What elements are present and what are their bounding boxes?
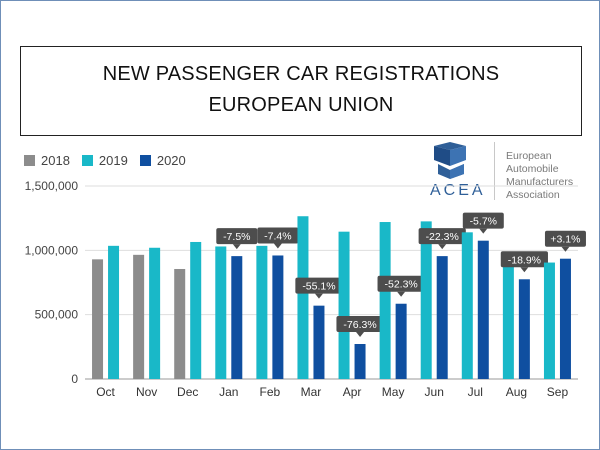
bar-2019-oct xyxy=(108,245,120,379)
x-tick-label: Jul xyxy=(468,385,483,399)
legend-swatch-2019 xyxy=(81,154,93,166)
bar-2020-may xyxy=(395,303,407,379)
change-label-bg xyxy=(295,277,343,294)
bar-2020-mar xyxy=(313,305,325,379)
legend-label-2019: 2019 xyxy=(98,152,128,168)
y-tick-label: 1,000,000 xyxy=(25,243,79,257)
legend-label-2020: 2020 xyxy=(156,152,186,168)
chart-legend: 2018 2019 2020 xyxy=(24,150,186,170)
chart-title-line-1: NEW PASSENGER CAR REGISTRATIONS xyxy=(102,63,500,85)
x-tick-label: Apr xyxy=(343,385,362,399)
change-label-pointer xyxy=(438,244,447,250)
bar-2019-apr xyxy=(338,231,350,379)
change-label-pointer xyxy=(273,243,282,249)
legend-swatch-2018 xyxy=(24,154,35,166)
bar-2019-feb xyxy=(256,245,268,379)
change-label: -7.5% xyxy=(223,231,250,243)
chart-title-line-2: EUROPEAN UNION xyxy=(208,94,394,116)
bar-2020-sep xyxy=(559,258,571,379)
acea-logo-name-line: Manufacturers xyxy=(506,176,574,188)
bar-2020-feb xyxy=(272,255,284,379)
legend-label-2018: 2018 xyxy=(41,152,70,168)
x-tick-label: Feb xyxy=(260,385,281,399)
change-label-pointer xyxy=(397,291,406,297)
x-tick-label: Jan xyxy=(219,385,238,399)
change-label-bg xyxy=(336,316,384,333)
bar-2020-apr xyxy=(354,344,366,379)
change-label: -5.7% xyxy=(470,216,497,228)
change-label-bg xyxy=(216,228,258,245)
change-label: -22.3% xyxy=(426,231,459,243)
change-label-pointer xyxy=(314,293,323,299)
y-tick-label: 1,500,000 xyxy=(25,179,79,193)
bar-2018-nov xyxy=(133,254,145,379)
bar-2020-jan xyxy=(231,256,243,379)
bar-2019-jan xyxy=(215,246,227,379)
bar-2019-dec xyxy=(190,241,202,379)
bar-2019-aug xyxy=(502,256,514,379)
bar-2019-jul xyxy=(461,232,473,379)
acea-logo-mark-icon xyxy=(434,142,466,179)
x-tick-label: Jun xyxy=(425,385,444,399)
x-tick-label: May xyxy=(382,385,405,399)
change-label-bg xyxy=(500,251,548,268)
change-label-pointer xyxy=(479,228,488,234)
acea-logo-name-line: Automobile xyxy=(506,163,559,175)
bar-2020-jun xyxy=(436,256,448,379)
y-tick-label: 0 xyxy=(71,372,78,386)
bar-2019-nov xyxy=(149,247,161,379)
change-label-pointer xyxy=(561,246,570,252)
change-label: -52.3% xyxy=(384,279,417,291)
change-label-bg xyxy=(418,228,466,245)
x-tick-label: Nov xyxy=(136,385,157,399)
acea-logo-name-line: European xyxy=(506,150,552,162)
bar-2020-jul xyxy=(477,240,489,379)
change-label: -55.1% xyxy=(302,281,335,293)
bar-2019-mar xyxy=(297,216,309,379)
change-label-bg xyxy=(377,275,425,292)
legend-item-2020: 2020 xyxy=(139,152,186,168)
bar-2018-oct xyxy=(92,259,104,379)
x-tick-label: Aug xyxy=(506,385,527,399)
change-label: -7.4% xyxy=(264,230,291,242)
change-label-pointer xyxy=(520,267,529,273)
bar-2018-dec xyxy=(174,268,186,379)
legend-swatch-2020 xyxy=(139,154,151,166)
bar-2019-may xyxy=(379,222,391,379)
acea-logo-name: European Automobile Manufacturers Associ… xyxy=(506,150,573,202)
change-label-bg xyxy=(257,227,299,244)
change-label-pointer xyxy=(356,332,365,338)
change-label: -18.9% xyxy=(508,254,541,266)
change-label: +3.1% xyxy=(550,234,580,246)
change-label-bg xyxy=(462,212,504,229)
acea-logo-divider xyxy=(494,142,495,200)
x-tick-label: Oct xyxy=(96,385,115,399)
acea-logo-name-line: Association xyxy=(506,189,560,201)
bar-2019-sep xyxy=(543,262,555,379)
acea-logo: ACEA European Automobile Manufacturers A… xyxy=(428,140,578,210)
change-label: -76.3% xyxy=(343,319,376,331)
legend-item-2019: 2019 xyxy=(81,152,128,168)
x-tick-label: Mar xyxy=(301,385,322,399)
bar-2019-jun xyxy=(420,221,432,379)
change-label-pointer xyxy=(232,244,241,250)
x-tick-label: Dec xyxy=(177,385,198,399)
title-box: NEW PASSENGER CAR REGISTRATIONS EUROPEAN… xyxy=(20,46,582,136)
change-label-bg xyxy=(544,230,586,247)
bar-2020-aug xyxy=(518,279,530,379)
legend-item-2018: 2018 xyxy=(24,153,70,168)
y-tick-label: 500,000 xyxy=(35,308,79,322)
x-tick-label: Sep xyxy=(547,385,569,399)
